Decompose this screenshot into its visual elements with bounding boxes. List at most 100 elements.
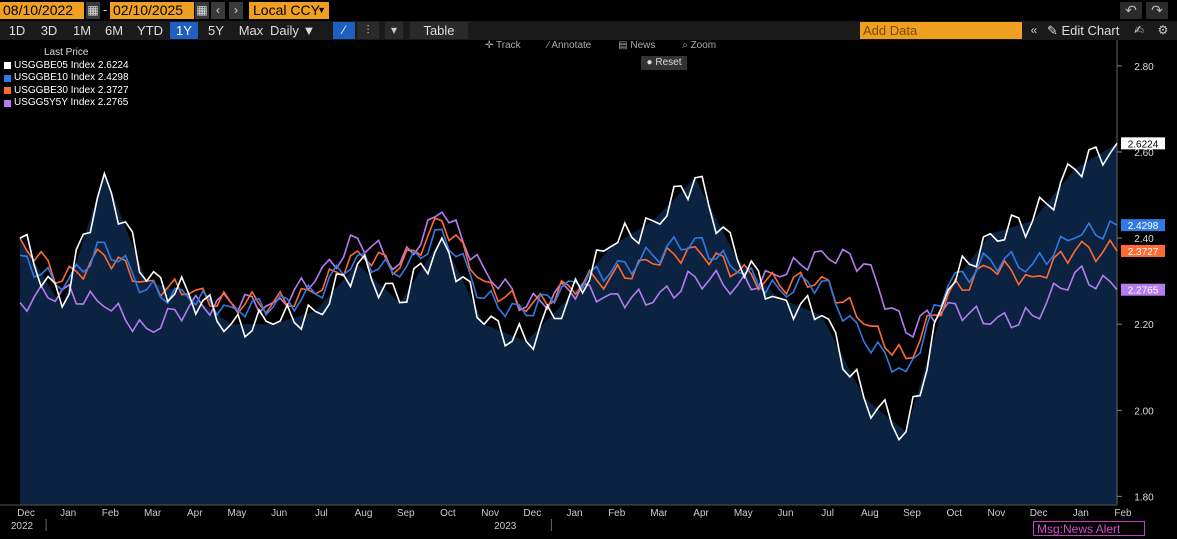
x-tick-label: Sep xyxy=(903,508,921,519)
undo-icon[interactable]: ↶ xyxy=(1120,2,1142,19)
year-label: 2023 xyxy=(494,521,517,532)
x-tick-label: Jun xyxy=(271,508,287,519)
year-label: 2022 xyxy=(11,521,34,532)
x-tick-label: Feb xyxy=(608,508,626,519)
x-tick-label: Oct xyxy=(440,508,456,519)
last-value-label: 2.2765 xyxy=(1128,286,1159,297)
collapse-icon[interactable]: « xyxy=(1030,23,1038,37)
currency-select[interactable]: Local CCY ▼ xyxy=(249,2,329,19)
edit-icon[interactable]: ✍ xyxy=(1133,23,1145,37)
line-chart: 1.80 2.00 2.20 2.40 2.60 2.80 Dec Jan Feb Mar Apr M… xyxy=(0,40,1165,532)
x-tick-label: Aug xyxy=(861,508,879,519)
frequency-select[interactable]: Daily ▼ xyxy=(270,23,316,38)
x-tick-label: Nov xyxy=(988,508,1006,519)
last-value-tag xyxy=(1121,137,1165,150)
legend-swatch xyxy=(4,74,11,82)
end-calendar-icon[interactable]: ▦ xyxy=(195,2,209,19)
annotate-tool[interactable]: ∕ Annotate xyxy=(547,40,592,51)
x-tick-label: Jan xyxy=(60,508,76,519)
pencil-icon: ✎ xyxy=(1047,23,1062,38)
edit-chart-label: Edit Chart xyxy=(1061,23,1120,38)
last-value-label: 2.4298 xyxy=(1128,221,1159,232)
series-line-3 xyxy=(19,211,1118,339)
x-tick-label: Oct xyxy=(946,508,962,519)
x-tick-label: Jan xyxy=(566,508,582,519)
x-tick-label: Jul xyxy=(315,508,328,519)
area-fill xyxy=(20,143,1117,505)
x-tick-label: Mar xyxy=(650,508,668,519)
x-tick-label: Aug xyxy=(355,508,373,519)
x-tick-label: Mar xyxy=(144,508,162,519)
legend: Last Price USGGBE05 Index 2.6224 USGGBE10… xyxy=(4,47,129,110)
legend-item[interactable]: USGGBE30 Index 2.3727 xyxy=(4,85,129,98)
date-separator: - xyxy=(103,2,108,17)
currency-label: Local CCY xyxy=(253,2,320,18)
series-line-2 xyxy=(19,217,1118,360)
legend-title: Last Price xyxy=(44,47,89,58)
series-line-0 xyxy=(19,142,1118,442)
line-chart-icon[interactable]: ⁄ xyxy=(333,22,355,39)
x-tick-label: Dec xyxy=(17,508,35,519)
track-tool[interactable]: ✛ Track xyxy=(485,40,521,51)
chart-type-menu-icon[interactable]: ▾ xyxy=(385,22,403,39)
table-button[interactable]: Table xyxy=(410,22,468,39)
candlestick-icon[interactable]: ⫶ xyxy=(357,22,379,39)
y-tick-label: 2.00 xyxy=(1134,406,1154,417)
last-value-label: 2.3727 xyxy=(1128,247,1159,258)
legend-item[interactable]: USGGBE10 Index 2.4298 xyxy=(4,72,129,85)
range-3d[interactable]: 3D xyxy=(40,23,58,38)
x-tick-label: Jan xyxy=(1073,508,1089,519)
news-alert[interactable]: Msg:News Alert xyxy=(1033,521,1145,536)
x-tick-label: Jul xyxy=(821,508,834,519)
last-value-tag xyxy=(1121,244,1165,257)
y-tick-label: 2.80 xyxy=(1134,62,1154,73)
legend-swatch xyxy=(4,62,11,70)
series-line-1 xyxy=(19,220,1118,374)
start-date-input[interactable]: 08/10/2022 xyxy=(0,2,84,19)
x-tick-label: May xyxy=(228,508,247,519)
x-tick-label: Apr xyxy=(693,508,709,519)
x-tick-label: Nov xyxy=(481,508,499,519)
legend-swatch xyxy=(4,99,11,107)
range-1m[interactable]: 1M xyxy=(72,23,92,38)
legend-label: USGG5Y5Y Index 2.2765 xyxy=(14,97,129,108)
reset-button[interactable]: ● Reset xyxy=(641,56,687,70)
legend-item[interactable]: USGG5Y5Y Index 2.2765 xyxy=(4,97,129,110)
x-tick-label: Feb xyxy=(102,508,120,519)
next-period-icon[interactable]: › xyxy=(229,2,243,19)
x-tick-label: Feb xyxy=(1114,508,1132,519)
range-ytd[interactable]: YTD xyxy=(137,23,163,38)
range-max[interactable]: Max xyxy=(238,23,264,38)
redo-icon[interactable]: ↷ xyxy=(1146,2,1168,19)
range-toolbar: 1D 3D 1M 6M YTD 1Y 5Y Max Daily ▼ ⁄ ⫶ ▾ … xyxy=(0,21,1177,40)
x-tick-label: Dec xyxy=(523,508,541,519)
top-toolbar: 08/10/2022 ▦ - 02/10/2025 ▦ ‹ › Local CC… xyxy=(0,0,1177,21)
prev-period-icon[interactable]: ‹ xyxy=(211,2,225,19)
legend-item[interactable]: USGGBE05 Index 2.6224 xyxy=(4,60,129,73)
x-tick-label: Sep xyxy=(397,508,415,519)
last-value-label: 2.6224 xyxy=(1128,139,1159,150)
legend-swatch xyxy=(4,87,11,95)
legend-label: USGGBE30 Index 2.3727 xyxy=(14,84,129,96)
x-tick-label: Dec xyxy=(1030,508,1048,519)
news-tool[interactable]: ▤ News xyxy=(618,40,656,51)
edit-chart-button[interactable]: ✎ Edit Chart xyxy=(1047,22,1119,39)
add-data-input[interactable]: Add Data xyxy=(860,22,1022,39)
chevron-down-icon: ▼ xyxy=(317,5,326,15)
y-tick-label: 2.40 xyxy=(1134,234,1154,245)
start-calendar-icon[interactable]: ▦ xyxy=(86,2,100,19)
y-tick-label: 2.60 xyxy=(1134,148,1154,159)
range-1d[interactable]: 1D xyxy=(8,23,26,38)
end-date-input[interactable]: 02/10/2025 xyxy=(110,2,194,19)
zoom-tool[interactable]: ⌕ Zoom xyxy=(682,40,717,51)
range-6m[interactable]: 6M xyxy=(104,23,124,38)
range-1y[interactable]: 1Y xyxy=(170,22,198,39)
legend-label: USGGBE05 Index 2.6224 xyxy=(14,59,129,71)
legend-label: USGGBE10 Index 2.4298 xyxy=(14,72,129,83)
last-value-tag xyxy=(1121,219,1165,232)
chart-tools: ✛ Track ∕ Annotate ▤ News ⌕ Zoom xyxy=(485,40,740,51)
gear-icon[interactable]: ⚙ xyxy=(1157,23,1169,37)
x-tick-label: May xyxy=(734,508,753,519)
y-tick-label: 1.80 xyxy=(1134,492,1154,503)
range-5y[interactable]: 5Y xyxy=(208,23,224,38)
